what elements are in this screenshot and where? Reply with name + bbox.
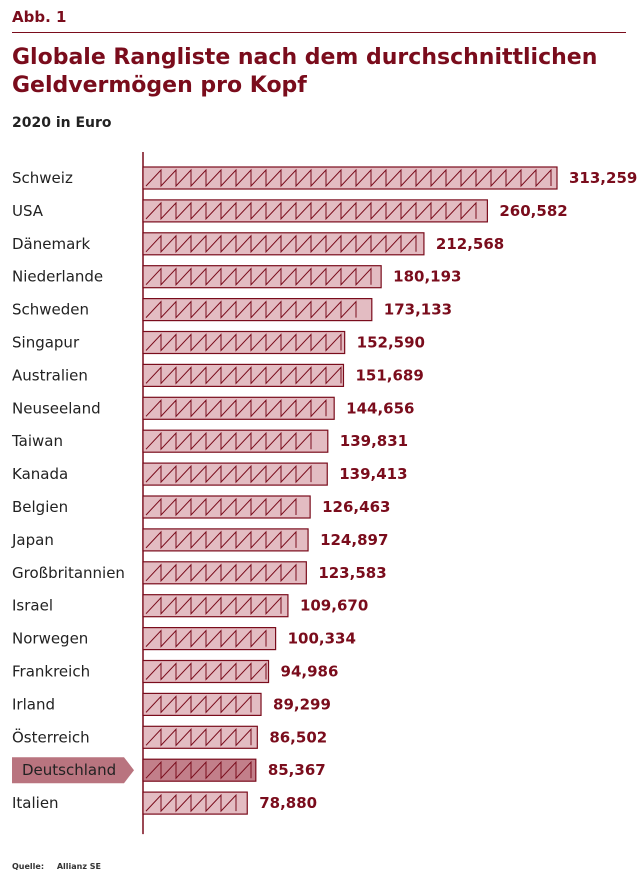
category-label: Irland <box>12 695 55 713</box>
value-label: 139,413 <box>339 465 407 483</box>
bar <box>142 561 307 585</box>
category-label: Schweiz <box>12 169 73 187</box>
value-label: 86,502 <box>269 728 327 746</box>
bar-hatch <box>145 464 312 484</box>
bar <box>142 166 558 190</box>
bar-hatch <box>145 333 342 352</box>
category-label: Österreich <box>12 727 90 746</box>
bar-hatch <box>145 793 237 813</box>
value-label: 78,880 <box>259 794 317 812</box>
bar <box>142 199 488 223</box>
bar-hatch <box>145 366 342 385</box>
category-label: USA <box>12 202 44 220</box>
category-label: Großbritannien <box>12 564 125 582</box>
value-label: 139,831 <box>340 432 408 450</box>
bar-hatch <box>145 201 477 221</box>
bar <box>142 265 382 289</box>
category-label: Deutschland <box>22 761 116 779</box>
value-label: 100,334 <box>288 630 356 648</box>
bar <box>142 232 425 256</box>
category-label: Japan <box>11 531 54 549</box>
bar-hatch <box>145 267 372 286</box>
bar <box>142 758 257 782</box>
category-label: Schweden <box>12 301 89 319</box>
value-label: 123,583 <box>318 564 386 582</box>
source-value: Allianz SE <box>56 862 102 871</box>
category-label: Dänemark <box>12 235 90 253</box>
category-label: Kanada <box>12 465 68 483</box>
value-label: 126,463 <box>322 498 390 516</box>
category-label: Niederlande <box>12 268 103 286</box>
source-note: Quelle: Allianz SE <box>12 862 111 871</box>
category-label: Belgien <box>12 498 68 516</box>
highlight-label-badge <box>12 757 134 784</box>
bar-hatch <box>145 497 297 517</box>
value-label: 313,259 <box>569 169 637 187</box>
bar-hatch <box>145 596 282 615</box>
category-label: Norwegen <box>12 630 88 648</box>
bar-hatch <box>145 234 417 254</box>
category-label: Australien <box>12 366 88 384</box>
value-label: 212,568 <box>436 235 504 253</box>
bar <box>142 594 289 618</box>
value-label: 89,299 <box>273 695 331 713</box>
value-label: 260,582 <box>499 202 567 220</box>
value-label: 85,367 <box>268 761 326 779</box>
figure-label: Abb. 1 <box>12 8 67 26</box>
value-label: 94,986 <box>281 663 339 681</box>
bar-hatch <box>145 728 252 747</box>
bar-hatch <box>145 530 297 550</box>
bar-hatch <box>145 695 252 714</box>
value-label: 173,133 <box>384 301 452 319</box>
bar <box>142 725 258 749</box>
bar-hatch <box>145 662 267 681</box>
bar-hatch <box>145 563 297 583</box>
value-label: 151,689 <box>355 366 423 384</box>
bar-hatch <box>145 431 312 451</box>
category-label: Taiwan <box>11 432 63 450</box>
bar-hatch <box>145 399 327 418</box>
category-label: Singapur <box>12 334 80 352</box>
value-label: 144,656 <box>346 399 414 417</box>
category-label: Neuseeland <box>12 399 101 417</box>
value-label: 109,670 <box>300 597 368 615</box>
header-divider <box>12 32 626 33</box>
chart-subtitle: 2020 in Euro <box>12 115 112 131</box>
value-label: 180,193 <box>393 268 461 286</box>
bar-hatch <box>145 760 252 780</box>
bar-hatch <box>145 629 267 648</box>
bar <box>142 396 335 420</box>
value-label: 124,897 <box>320 531 388 549</box>
bar <box>142 298 373 322</box>
value-label: 152,590 <box>357 334 425 352</box>
bar <box>142 791 248 815</box>
category-label: Italien <box>12 794 59 812</box>
chart-title: Globale Rangliste nach dem durchschnittl… <box>12 45 598 98</box>
category-label: Frankreich <box>12 663 90 681</box>
bar-hatch <box>145 168 552 188</box>
bar <box>142 692 262 717</box>
source-label: Quelle: <box>12 862 45 871</box>
bar <box>142 626 277 651</box>
bar <box>142 528 309 552</box>
bar-hatch <box>145 300 357 319</box>
category-label: Israel <box>12 597 53 615</box>
